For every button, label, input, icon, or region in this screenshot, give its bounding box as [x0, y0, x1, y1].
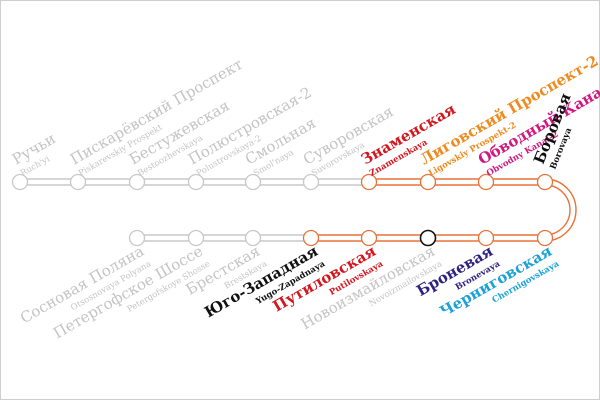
station-marker[interactable] [536, 229, 554, 247]
active-track-inner [311, 184, 571, 236]
station-marker[interactable] [536, 173, 554, 191]
station-marker[interactable] [128, 229, 146, 247]
station-marker[interactable] [187, 229, 205, 247]
station-marker[interactable] [128, 173, 146, 191]
active-track-outer [311, 178, 577, 242]
station-marker[interactable] [244, 229, 262, 247]
station-marker[interactable] [302, 173, 320, 191]
station-marker[interactable] [477, 229, 495, 247]
station-marker[interactable] [302, 229, 320, 247]
station-marker[interactable] [477, 173, 495, 191]
station-marker[interactable] [419, 229, 437, 247]
station-marker[interactable] [69, 173, 87, 191]
station-marker[interactable] [187, 173, 205, 191]
station-marker[interactable] [419, 173, 437, 191]
station-marker[interactable] [360, 173, 378, 191]
station-marker[interactable] [11, 173, 29, 191]
station-marker[interactable] [244, 173, 262, 191]
station-markers [11, 173, 554, 247]
line-tracks [20, 178, 577, 242]
station-marker[interactable] [360, 229, 378, 247]
